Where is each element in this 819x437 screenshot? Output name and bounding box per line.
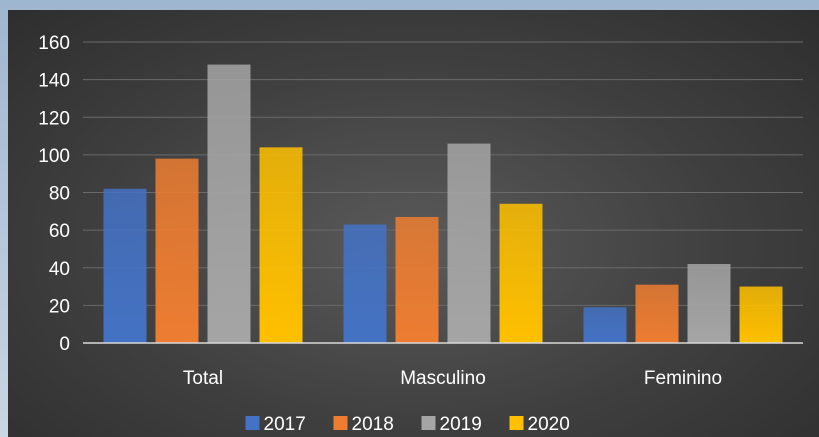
y-tick-label: 40	[49, 259, 70, 280]
y-tick-label: 20	[49, 296, 70, 317]
legend-label: 2019	[440, 414, 482, 435]
legend-swatch	[421, 416, 436, 430]
legend-label: 2020	[528, 414, 570, 435]
legend-swatch	[509, 416, 524, 430]
bar-2017-total	[103, 188, 147, 343]
legend-label: 2017	[264, 414, 306, 435]
legend-swatch	[333, 416, 348, 430]
bar-2019-total	[207, 64, 251, 343]
y-tick-label: 100	[38, 146, 70, 167]
bar-2020-feminino	[739, 286, 783, 343]
category-label: Feminino	[644, 368, 722, 389]
legend-item-2018: 2018	[333, 414, 394, 435]
legend: 2017 2018 2019 2020	[245, 414, 570, 435]
y-tick-label: 140	[38, 71, 70, 92]
bar-2018-total	[155, 158, 199, 343]
category-label: Masculino	[400, 368, 486, 389]
bar-chart: 0 20 40 60 80 100 120 140 160 Total Masculino Femin…	[38, 33, 803, 435]
bar-2017-feminino	[583, 307, 627, 343]
y-tick-label: 160	[38, 33, 70, 54]
bar-2018-masculino	[395, 216, 439, 343]
bar-2020-masculino	[499, 203, 543, 343]
axes: 0 20 40 60 80 100 120 140 160 Total Masculino Femin…	[38, 33, 803, 389]
chart-panel: 0 20 40 60 80 100 120 140 160 Total Masculino Femin…	[8, 10, 819, 437]
y-tick-label: 60	[49, 221, 70, 242]
bar-2019-masculino	[447, 143, 491, 343]
legend-item-2017: 2017	[245, 414, 306, 435]
gridlines	[83, 41, 803, 306]
bar-2019-feminino	[687, 263, 731, 343]
y-tick-label: 0	[59, 334, 70, 355]
legend-item-2019: 2019	[421, 414, 482, 435]
category-label: Total	[183, 368, 223, 389]
y-tick-label: 80	[49, 184, 70, 205]
bar-2017-masculino	[343, 224, 387, 343]
bar-2018-feminino	[635, 284, 679, 343]
y-tick-label: 120	[38, 108, 70, 129]
legend-swatch	[245, 416, 260, 430]
bar-2020-total	[259, 147, 303, 343]
bars	[103, 64, 783, 343]
legend-label: 2018	[352, 414, 394, 435]
legend-item-2020: 2020	[509, 414, 570, 435]
